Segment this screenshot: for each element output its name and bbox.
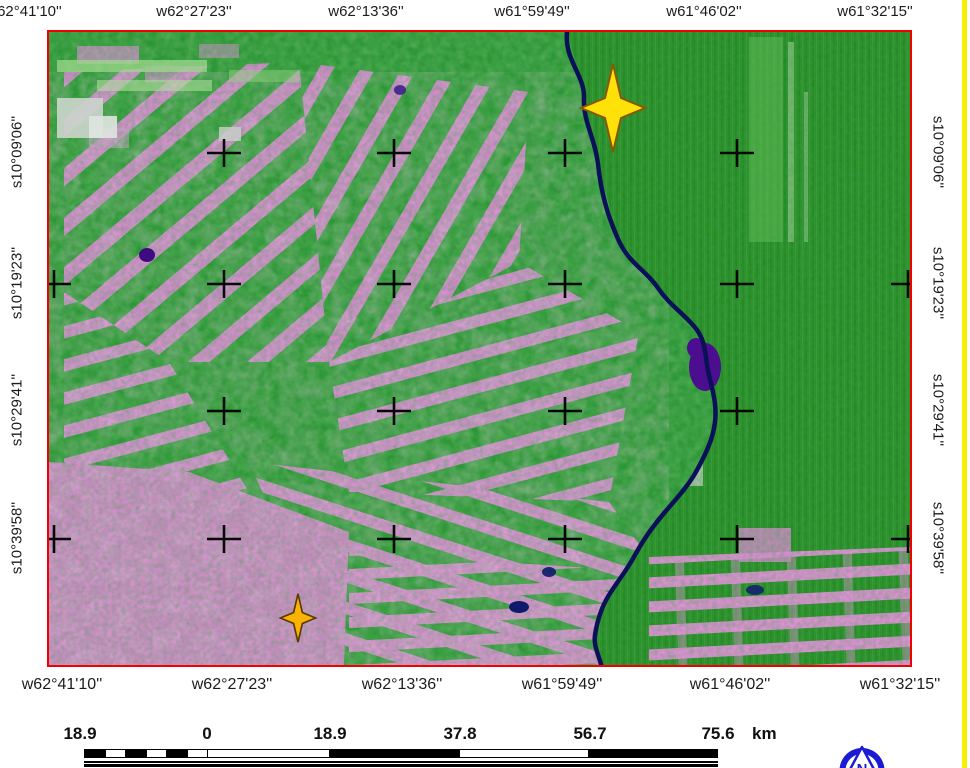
coordinate-label: s10°29'41'' xyxy=(929,373,947,447)
coordinate-label: w62°27'23'' xyxy=(191,676,273,693)
coordinate-label: w62°41'10'' xyxy=(0,3,62,20)
scale-bar-segments xyxy=(84,749,718,758)
coordinate-label: w62°13'36'' xyxy=(361,676,443,693)
coordinate-label: s10°39'58'' xyxy=(929,501,947,575)
coordinate-label: s10°09'06'' xyxy=(8,115,26,189)
coordinate-label: w62°13'36'' xyxy=(328,3,404,20)
coordinate-label: s10°19'23'' xyxy=(8,246,26,320)
coordinate-label: s10°19'23'' xyxy=(929,246,947,320)
scale-unit-label: km xyxy=(752,724,777,743)
coordinate-label: s10°09'06'' xyxy=(929,115,947,189)
river-path xyxy=(564,32,718,665)
satellite-image xyxy=(49,32,910,665)
scale-tick-label: 75.6 xyxy=(701,724,735,743)
coordinate-label: w61°59'49'' xyxy=(494,3,570,20)
scale-tick-label: 18.9 xyxy=(313,724,347,743)
coordinate-label: s10°39'58'' xyxy=(8,501,26,575)
coordinate-label: s10°29'41'' xyxy=(8,373,26,447)
coordinate-label: w62°27'23'' xyxy=(156,3,232,20)
coordinate-label: w61°32'15'' xyxy=(837,3,913,20)
coordinate-label: w61°59'49'' xyxy=(521,676,603,693)
coordinate-label: w61°46'02'' xyxy=(689,676,771,693)
north-arrow-icon: N xyxy=(836,737,888,768)
dark-patches xyxy=(139,85,764,613)
scale-tick-label: 37.8 xyxy=(443,724,477,743)
window-edge-line xyxy=(962,0,967,768)
scale-bar: 18.9 0 18.9 37.8 56.7 75.6 km xyxy=(0,712,970,768)
satellite-image-frame xyxy=(47,30,912,667)
scale-tick-label: 18.9 xyxy=(63,724,97,743)
coordinate-label: w61°32'15'' xyxy=(859,676,941,693)
light-patches xyxy=(57,60,299,141)
scale-tick-label: 0 xyxy=(202,724,212,743)
coordinate-label: w62°41'10'' xyxy=(21,676,103,693)
scale-bar-baseline xyxy=(84,761,718,767)
coordinate-label: w61°46'02'' xyxy=(666,3,742,20)
north-arrow-letter: N xyxy=(857,761,868,768)
scale-tick-label: 56.7 xyxy=(573,724,607,743)
